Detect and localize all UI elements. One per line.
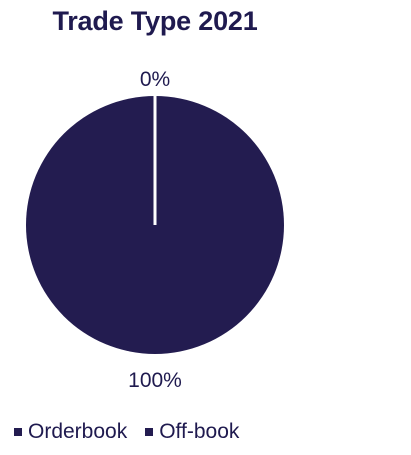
- data-label-orderbook: 100%: [128, 369, 182, 392]
- legend-swatch-orderbook: [14, 428, 22, 436]
- legend-item-orderbook: Orderbook: [14, 420, 127, 444]
- legend-label-orderbook: Orderbook: [28, 420, 128, 443]
- legend-item-off-book: Off-book: [145, 420, 239, 444]
- legend-swatch-off-book: [145, 428, 154, 436]
- chart-title: Trade Type 2021: [52, 6, 258, 36]
- data-label-off-book: 0%: [140, 68, 170, 91]
- legend-label-off-book: Off-book: [159, 420, 240, 443]
- legend: Orderbook Off-book: [14, 420, 257, 444]
